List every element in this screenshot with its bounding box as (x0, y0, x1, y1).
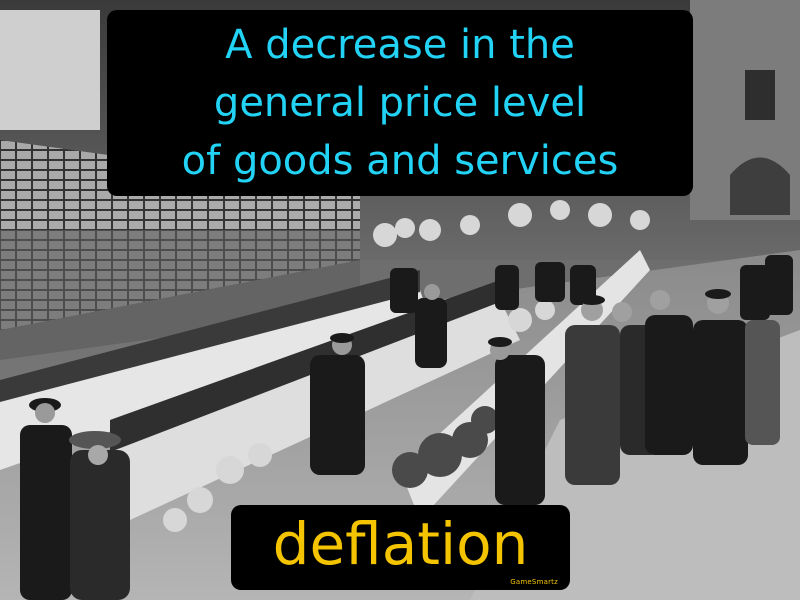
hall-window (0, 10, 100, 130)
brand-logo: GameSmartz (510, 578, 558, 586)
definition-line-2: general price level (213, 80, 587, 126)
term-title: deflation (272, 509, 529, 578)
definition-line-1: A decrease in the (225, 22, 575, 68)
flower-arrangements (163, 200, 650, 532)
definition-box: A decrease in the general price level of… (107, 10, 693, 196)
definition-text: A decrease in the general price level of… (172, 16, 629, 190)
display-table-left (0, 290, 430, 470)
term-box: deflation GameSmartz (231, 505, 570, 590)
definition-line-3: of goods and services (181, 138, 619, 184)
visitors (20, 255, 793, 600)
